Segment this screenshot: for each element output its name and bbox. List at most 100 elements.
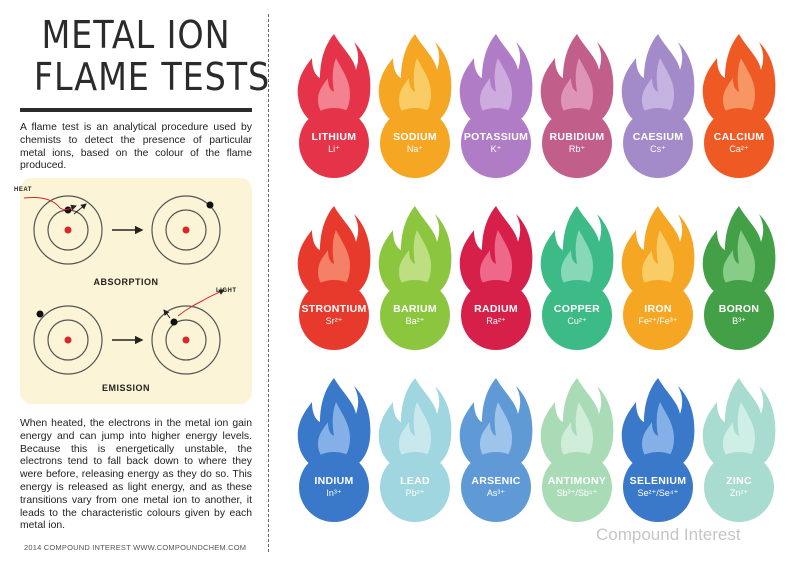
ion-symbol: B³⁺ <box>732 316 746 326</box>
ion-symbol: Sr²⁺ <box>325 316 343 326</box>
flame-icon <box>540 206 614 300</box>
ion-symbol: In³⁺ <box>326 488 342 498</box>
element-name: RUBIDIUM <box>549 131 605 143</box>
light-label: LIGHT <box>216 288 237 294</box>
electron-diagram: HEAT LIGHT ABSORPTION EMISSION <box>14 178 252 404</box>
element-badge: IRON Fe²⁺/Fe³⁺ <box>623 280 693 350</box>
heat-label: HEAT <box>14 187 32 193</box>
ion-symbol: Ra²⁺ <box>486 316 506 326</box>
flame-icon <box>621 378 695 472</box>
element-name: LEAD <box>400 475 430 487</box>
watermark: Compound Interest <box>596 525 741 544</box>
ion-symbol: Pb²⁺ <box>405 488 425 498</box>
element-name: ANTIMONY <box>547 475 607 487</box>
info-panel: METAL ION FLAME TESTS A flame test is an… <box>14 0 271 566</box>
flame-icon <box>702 34 776 128</box>
ion-symbol: Fe²⁺/Fe³⁺ <box>638 316 678 326</box>
element-badge: SODIUM Na⁺ <box>380 108 450 178</box>
flame-icon <box>459 34 533 128</box>
flame-icon <box>297 34 371 128</box>
page-title: METAL ION FLAME TESTS <box>33 13 271 99</box>
element-name: POTASSIUM <box>463 131 529 143</box>
title-line-2: FLAME TESTS <box>33 55 271 99</box>
atom-excited-state <box>151 195 221 265</box>
flame-icon <box>297 206 371 300</box>
title-line-1: METAL ION <box>41 13 231 57</box>
element-name: LITHIUM <box>311 131 357 143</box>
element-badge: INDIUM In³⁺ <box>299 452 369 522</box>
element-name: BARIUM <box>393 303 437 315</box>
flame-icon <box>378 206 452 300</box>
atom-excited-state-2 <box>33 305 103 375</box>
title-underline <box>20 108 252 112</box>
element-badge: BARIUM Ba²⁺ <box>380 280 450 350</box>
ion-symbol: Ca²⁺ <box>729 144 749 154</box>
flame-icon <box>459 378 533 472</box>
atom-relaxed-state <box>151 305 221 375</box>
emission-label: EMISSION <box>101 383 150 393</box>
flame-test-strontium: STRONTIUM Sr²⁺ <box>292 200 376 370</box>
flame-test-potassium: POTASSIUM K⁺ <box>454 28 538 198</box>
flame-icon <box>459 206 533 300</box>
element-name: COPPER <box>553 303 601 315</box>
element-badge: RADIUM Ra²⁺ <box>461 280 531 350</box>
ion-symbol: Na⁺ <box>406 144 424 154</box>
flame-test-boron: BORON B³⁺ <box>697 200 781 370</box>
ion-symbol: As³⁺ <box>486 488 506 498</box>
element-badge: SELENIUM Se²⁺/Se⁴⁺ <box>623 452 693 522</box>
flame-icon <box>297 378 371 472</box>
element-name: RADIUM <box>474 303 518 315</box>
ion-symbol: Cu²⁺ <box>567 316 587 326</box>
flame-test-iron: IRON Fe²⁺/Fe³⁺ <box>616 200 700 370</box>
flame-icon <box>621 206 695 300</box>
excite-arrow <box>73 203 87 215</box>
element-badge: BORON B³⁺ <box>704 280 774 350</box>
element-name: ARSENIC <box>471 475 521 487</box>
ion-symbol: Ba²⁺ <box>405 316 425 326</box>
element-badge: CAESIUM Cs⁺ <box>623 108 693 178</box>
flame-test-selenium: SELENIUM Se²⁺/Se⁴⁺ <box>616 372 700 542</box>
flame-test-lead: LEAD Pb²⁺ <box>373 372 457 542</box>
element-badge: ARSENIC As³⁺ <box>461 452 531 522</box>
intro-paragraph: A flame test is an analytical procedure … <box>20 122 252 172</box>
element-name: BORON <box>718 303 760 315</box>
element-badge: LITHIUM Li⁺ <box>299 108 369 178</box>
ion-symbol: K⁺ <box>490 144 502 154</box>
element-name: INDIUM <box>314 475 354 487</box>
flame-test-sodium: SODIUM Na⁺ <box>373 28 457 198</box>
flame-test-antimony: ANTIMONY Sb³⁺/Sb⁵⁺ <box>535 372 619 542</box>
element-name: IRON <box>644 303 672 315</box>
absorption-label: ABSORPTION <box>93 277 159 287</box>
flame-test-barium: BARIUM Ba²⁺ <box>373 200 457 370</box>
flame-test-caesium: CAESIUM Cs⁺ <box>616 28 700 198</box>
ion-symbol: Se²⁺/Se⁴⁺ <box>637 488 679 498</box>
heat-arrow <box>23 197 77 211</box>
explanation-paragraph: When heated, the electrons in the metal … <box>20 418 252 532</box>
flame-test-calcium: CALCIUM Ca²⁺ <box>697 28 781 198</box>
element-badge: RUBIDIUM Rb⁺ <box>542 108 612 178</box>
element-badge: CALCIUM Ca²⁺ <box>704 108 774 178</box>
flame-test-indium: INDIUM In³⁺ <box>292 372 376 542</box>
element-name: CAESIUM <box>632 131 684 143</box>
relax-arrow <box>163 309 171 319</box>
flame-icon <box>621 34 695 128</box>
element-badge: ZINC Zn²⁺ <box>704 452 774 522</box>
element-badge: COPPER Cu²⁺ <box>542 280 612 350</box>
ion-symbol: Sb³⁺/Sb⁵⁺ <box>556 488 598 498</box>
flame-test-rubidium: RUBIDIUM Rb⁺ <box>535 28 619 198</box>
flame-icon <box>540 34 614 128</box>
flame-test-zinc: ZINC Zn²⁺ <box>697 372 781 542</box>
flame-test-lithium: LITHIUM Li⁺ <box>292 28 376 198</box>
element-name: ZINC <box>726 475 752 487</box>
flame-icon <box>540 378 614 472</box>
ion-symbol: Rb⁺ <box>568 144 586 154</box>
flame-icon <box>702 378 776 472</box>
dashed-divider <box>268 14 269 552</box>
ion-symbol: Li⁺ <box>328 144 340 154</box>
element-name: SELENIUM <box>629 475 687 487</box>
ion-symbol: Zn²⁺ <box>729 488 749 498</box>
element-badge: LEAD Pb²⁺ <box>380 452 450 522</box>
ion-symbol: Cs⁺ <box>650 144 666 154</box>
flame-icon <box>378 378 452 472</box>
electron-diagram-graphic <box>23 195 225 375</box>
